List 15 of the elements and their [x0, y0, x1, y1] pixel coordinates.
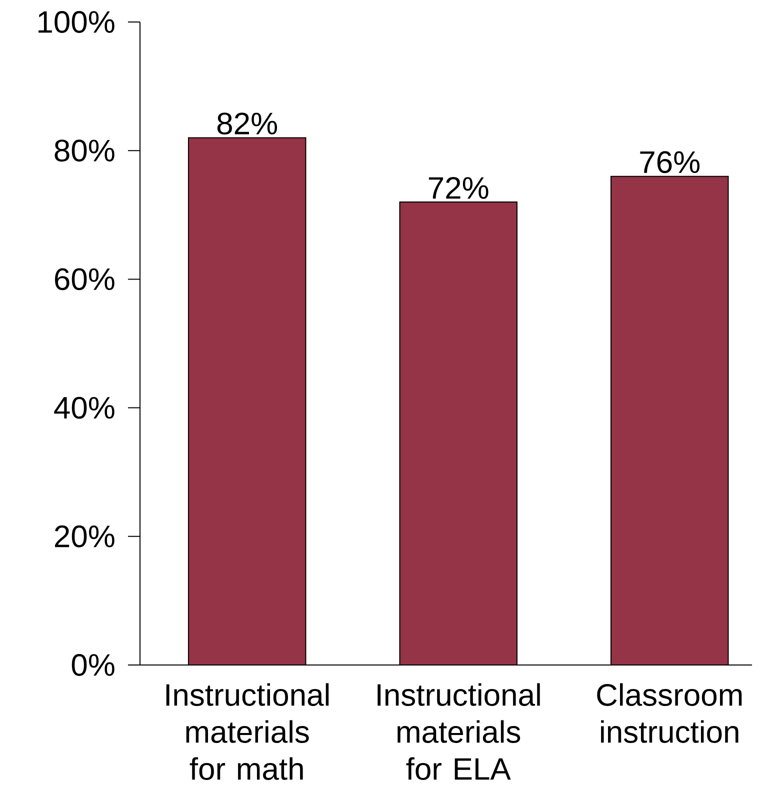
bar — [188, 138, 306, 665]
bar — [400, 202, 517, 665]
x-tick-label: Classroom instruction — [597, 683, 742, 743]
bar — [610, 176, 729, 665]
data-label: 82% — [217, 112, 278, 135]
y-tick-label: 80% — [54, 140, 114, 162]
y-tick-label: 0% — [72, 654, 114, 676]
y-tick-label: 60% — [55, 268, 114, 290]
y-tick-label: 20% — [54, 525, 114, 548]
y-tick-label: 100% — [38, 11, 114, 33]
x-tick-label: Instructional materials for math — [166, 683, 329, 780]
data-label: 76% — [640, 151, 700, 174]
data-label: 72% — [428, 177, 488, 199]
y-tick-label: 40% — [54, 396, 114, 419]
x-tick-label: Instructional materials for ELA — [378, 683, 540, 780]
